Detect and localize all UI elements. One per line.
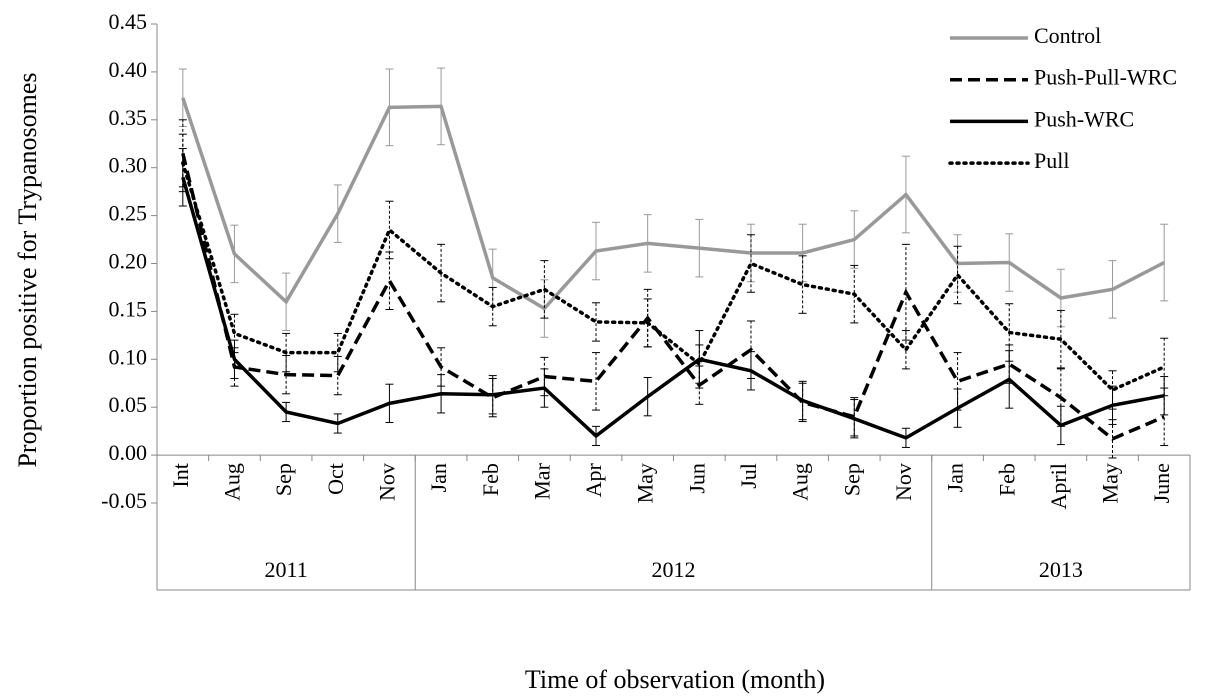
x-tick-label: Feb xyxy=(478,463,503,496)
x-tick-label: Nov xyxy=(891,463,916,501)
legend-label: Push-WRC xyxy=(1034,106,1134,131)
x-tick-label: Jan xyxy=(426,463,451,492)
y-tick-label: 0.05 xyxy=(109,392,148,417)
x-tick-label: Aug xyxy=(788,463,813,501)
series-line xyxy=(181,161,1166,393)
x-tick-label: Mar xyxy=(529,462,554,499)
y-tick-label: 0.30 xyxy=(109,153,148,178)
legend-label: Pull xyxy=(1034,148,1069,173)
x-tick-label: Aug xyxy=(220,463,245,501)
x-axis-title: Time of observation (month) xyxy=(525,665,825,694)
x-tick-label: Jul xyxy=(736,463,761,489)
x-tick-label: Nov xyxy=(374,463,399,501)
y-tick-label: 0.20 xyxy=(109,249,148,274)
series-line xyxy=(181,97,1165,311)
y-tick-label: 0.10 xyxy=(109,344,148,369)
series-line xyxy=(181,176,1165,440)
y-tick-label: 0.15 xyxy=(109,296,148,321)
group-label: 2013 xyxy=(1039,557,1083,582)
group-label: 2011 xyxy=(265,557,308,582)
x-tick-label: Int xyxy=(168,463,193,487)
y-tick-label: -0.05 xyxy=(101,488,147,513)
y-tick-label: 0.25 xyxy=(109,201,148,226)
x-tick-label: Feb xyxy=(994,463,1019,496)
x-tick-label: Jan xyxy=(943,463,968,492)
group-label: 2012 xyxy=(652,557,696,582)
x-tick-label: April xyxy=(1046,463,1071,509)
x-tick-label: Apr xyxy=(581,462,606,497)
x-tick-label: June xyxy=(1149,463,1174,503)
y-tick-label: 0.45 xyxy=(109,9,148,34)
x-tick-label: Sep xyxy=(271,463,296,496)
y-tick-label: 0.00 xyxy=(109,440,148,465)
y-tick-label: 0.35 xyxy=(109,105,148,130)
legend-label: Control xyxy=(1034,23,1101,48)
series-line xyxy=(181,152,1165,441)
x-tick-label: Oct xyxy=(323,463,348,495)
y-tick-label: 0.40 xyxy=(109,57,148,82)
x-tick-label: Sep xyxy=(839,463,864,496)
x-tick-label: Jun xyxy=(684,463,709,494)
x-tick-label: May xyxy=(633,463,658,503)
legend-label: Push-Pull-WRC xyxy=(1034,65,1177,90)
y-axis-title: Proportion positive for Trypanosomes xyxy=(13,72,42,467)
x-tick-label: May xyxy=(1098,463,1123,503)
